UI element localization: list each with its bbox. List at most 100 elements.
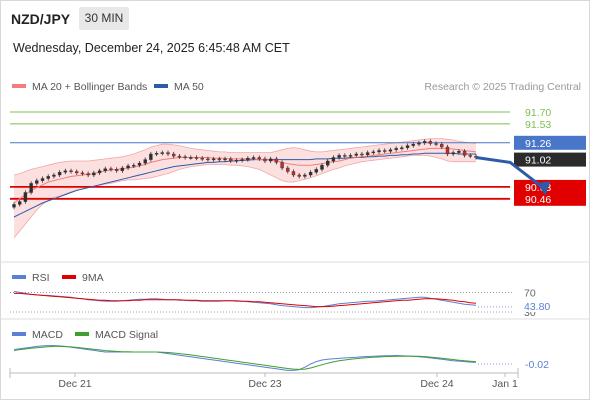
last-price-tag xyxy=(514,152,586,167)
candle xyxy=(434,143,438,145)
ma20-line xyxy=(13,147,477,204)
candle xyxy=(331,157,336,162)
level-tag-pivot xyxy=(514,135,586,150)
candle xyxy=(154,153,159,155)
candle xyxy=(143,159,147,164)
candle xyxy=(126,165,130,169)
candle xyxy=(75,171,79,174)
candle xyxy=(194,157,199,159)
candle xyxy=(46,176,50,179)
candle xyxy=(268,158,273,162)
chart-header: NZD/JPY 30 MIN Wednesday, December 24, 2… xyxy=(0,0,590,64)
x-tick-label: Dec 21 xyxy=(58,378,91,390)
candle xyxy=(120,167,125,171)
rsi-line xyxy=(13,291,477,309)
rsi-ma-legend-swatch xyxy=(62,275,76,279)
candle xyxy=(354,153,358,156)
bollinger-band-fill xyxy=(14,138,476,238)
candle xyxy=(240,159,244,161)
candle xyxy=(97,170,102,174)
candle xyxy=(18,201,22,205)
candle xyxy=(394,148,398,150)
projection-arrow-head xyxy=(536,181,551,196)
candle xyxy=(183,156,187,159)
candle xyxy=(92,172,96,176)
rsi-ma-legend-label: 9MA xyxy=(82,272,104,284)
rsi-value-label: 43.80 xyxy=(524,301,550,313)
x-tick-label: Dec 24 xyxy=(420,378,453,390)
x-axis: Dec 21 Dec 23 Dec 24 Jan 1 xyxy=(9,368,519,390)
candle xyxy=(189,157,193,159)
candle xyxy=(360,153,364,156)
candle xyxy=(23,192,28,202)
candle xyxy=(166,152,170,155)
candle xyxy=(462,150,467,156)
candle xyxy=(200,157,204,160)
rsi-ma-line xyxy=(14,292,477,308)
macd-value-label: -0.02 xyxy=(525,359,549,371)
x-tick-label: Dec 23 xyxy=(248,378,281,390)
level-tag-support xyxy=(514,191,586,206)
macd-signal-line xyxy=(13,345,477,370)
candle xyxy=(172,153,176,157)
candle xyxy=(445,146,450,155)
candle xyxy=(451,152,455,155)
candle xyxy=(114,169,119,171)
candle xyxy=(257,157,261,160)
candle xyxy=(109,168,113,170)
candle xyxy=(12,204,16,208)
x-tick-label: Jan 1 xyxy=(492,378,518,390)
candle xyxy=(383,150,387,152)
candle xyxy=(326,160,330,166)
candle xyxy=(40,178,45,181)
credit-label: Research © 2025 Trading Central xyxy=(424,81,581,93)
ma50-line xyxy=(13,152,476,218)
candle xyxy=(422,141,427,143)
candle xyxy=(343,155,347,157)
candle xyxy=(348,155,353,157)
rsi-tick-30: 30 xyxy=(524,307,536,319)
candle xyxy=(86,173,90,176)
level-label: 90.46 xyxy=(525,194,551,206)
candle xyxy=(320,164,324,170)
candle xyxy=(263,158,267,162)
candle xyxy=(468,155,472,157)
candle xyxy=(308,171,313,176)
candle xyxy=(303,174,307,177)
candle xyxy=(457,150,461,153)
candle xyxy=(80,172,85,175)
candle xyxy=(137,162,142,166)
candle xyxy=(217,158,222,161)
candle xyxy=(35,180,39,184)
candle xyxy=(29,183,33,193)
candle xyxy=(206,158,210,161)
candle xyxy=(365,152,370,155)
candle xyxy=(280,162,284,169)
macd-chart: -0.02 xyxy=(13,345,549,371)
candle xyxy=(377,150,381,153)
candle xyxy=(274,158,279,163)
candle xyxy=(132,164,136,167)
candle xyxy=(388,149,393,152)
projection-arrow-line xyxy=(475,156,544,189)
candle xyxy=(337,155,341,158)
candle xyxy=(223,158,227,161)
candle xyxy=(251,157,256,159)
candle xyxy=(160,152,164,154)
candle xyxy=(52,174,56,177)
macd-legend-swatch xyxy=(12,332,26,336)
candle xyxy=(103,168,107,171)
candle xyxy=(405,145,410,148)
ma50-legend-label: MA 50 xyxy=(174,81,204,93)
rsi-tick-70: 70 xyxy=(524,287,536,299)
rsi-legend-swatch xyxy=(12,275,26,279)
macd-signal-legend-label: MACD Signal xyxy=(95,329,158,341)
level-label: 91.53 xyxy=(525,119,551,131)
rsi-value-bg xyxy=(518,300,558,312)
ma20-legend-label: MA 20 + Bollinger Bands xyxy=(32,81,147,93)
timeframe-badge[interactable]: 30 MIN xyxy=(79,7,129,30)
candle xyxy=(57,171,62,176)
rsi-legend-label: RSI xyxy=(32,272,50,284)
